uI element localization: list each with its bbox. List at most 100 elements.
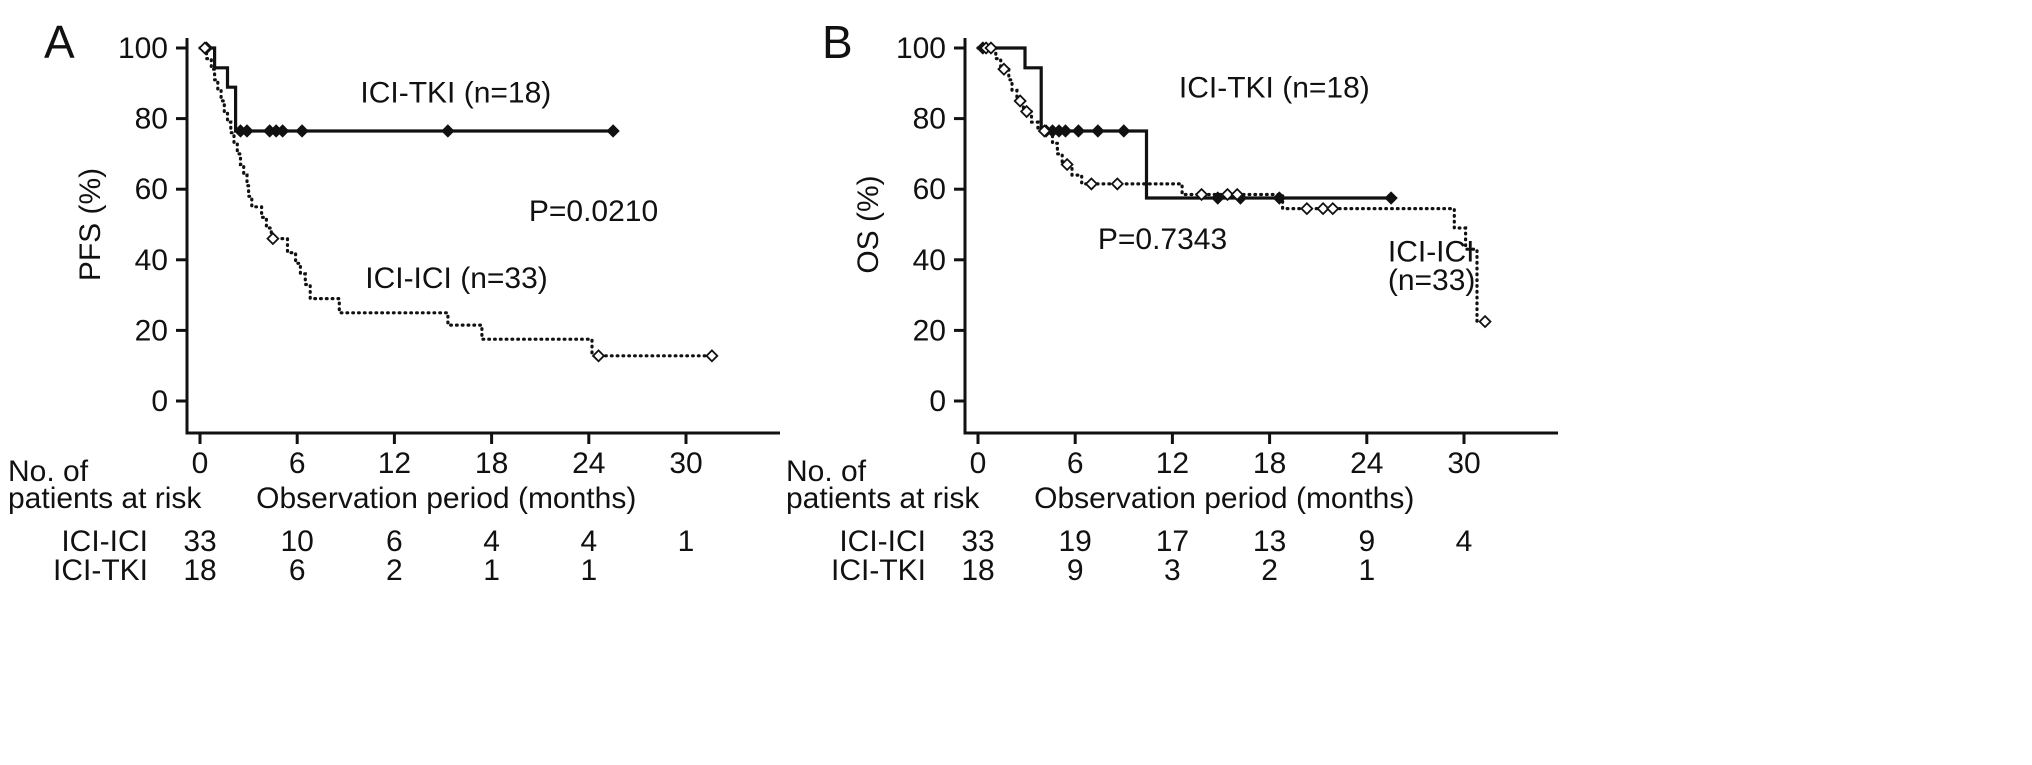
risk-count: 17: [1156, 525, 1189, 558]
censor-mark: [1013, 94, 1027, 108]
series-label-ici-tki: ICI-TKI (n=18): [360, 77, 551, 110]
panel-letter: A: [44, 16, 75, 68]
x-tick-label: 0: [192, 447, 209, 480]
x-tick-label: 6: [1067, 447, 1084, 480]
censor-mark: [1060, 157, 1074, 172]
risk-count: 33: [961, 525, 994, 558]
censor-mark: [295, 124, 309, 138]
panel-letter: B: [822, 16, 853, 68]
censor-mark: [984, 41, 998, 55]
censor-mark: [1220, 187, 1235, 202]
y-tick-label: 40: [913, 244, 946, 277]
risk-count: 1: [1358, 554, 1375, 587]
p-value-label: P=0.0210: [529, 195, 658, 228]
x-axis-title: Observation period (months): [256, 482, 636, 515]
censor-mark: [1478, 314, 1492, 329]
y-tick-label: 100: [896, 32, 946, 65]
y-tick-label: 80: [135, 103, 168, 136]
series-label-ici-tki: ICI-TKI (n=18): [1179, 71, 1370, 104]
censor-mark: [1110, 177, 1124, 191]
censor-mark: [1316, 201, 1330, 216]
x-tick-label: 12: [1156, 447, 1189, 480]
series-label-ici-ici-n: (n=33): [1388, 264, 1476, 297]
series-label-ici-ici: ICI-ICI: [1388, 236, 1475, 269]
censor-mark: [606, 124, 620, 138]
series-label-ici-ici: ICI-ICI (n=33): [365, 262, 548, 295]
risk-count: 2: [1261, 554, 1278, 587]
km-curve-ici-ici: [198, 46, 714, 358]
censor-mark: [1071, 124, 1086, 138]
censor-mark: [266, 231, 280, 246]
censor-mark: [1300, 201, 1314, 216]
risk-count: 1: [483, 554, 500, 587]
censor-mark: [1037, 124, 1052, 138]
risk-count: 3: [1164, 554, 1181, 587]
risk-table-caption: patients at risk: [8, 482, 202, 515]
censor-mark: [240, 124, 254, 138]
y-axis-title: PFS (%): [74, 168, 107, 281]
risk-table-caption: No. of: [8, 455, 89, 488]
censor-mark: [1117, 124, 1131, 138]
risk-count: 18: [183, 554, 216, 587]
risk-count: 1: [678, 525, 695, 558]
censor-mark: [1194, 187, 1209, 202]
risk-count: 4: [1456, 525, 1473, 558]
censor-mark: [591, 349, 606, 363]
km-curve-ici-tki: [200, 46, 614, 133]
x-tick-label: 18: [1253, 447, 1286, 480]
censor-mark: [1084, 177, 1099, 191]
censor-mark: [705, 349, 719, 363]
risk-count: 1: [580, 554, 597, 587]
x-tick-label: 24: [572, 447, 605, 480]
x-tick-label: 30: [669, 447, 702, 480]
censor-mark: [1384, 191, 1398, 205]
risk-count: 10: [281, 525, 314, 558]
x-tick-label: 0: [970, 447, 987, 480]
risk-row-label: ICI-TKI: [53, 554, 148, 587]
y-tick-label: 80: [913, 103, 946, 136]
axes: [963, 38, 1558, 435]
y-tick-label: 0: [929, 385, 946, 418]
y-tick-label: 100: [118, 32, 168, 65]
censor-mark: [1058, 124, 1073, 138]
risk-count: 6: [386, 525, 403, 558]
risk-count: 4: [483, 525, 500, 558]
risk-count: 4: [580, 525, 597, 558]
censor-mark: [1019, 104, 1034, 119]
risk-count: 13: [1253, 525, 1286, 558]
risk-row-label: ICI-ICI: [839, 525, 926, 558]
y-tick-label: 60: [913, 173, 946, 206]
censor-mark: [275, 124, 290, 138]
x-tick-label: 24: [1350, 447, 1383, 480]
y-tick-label: 0: [151, 385, 168, 418]
censor-mark: [997, 62, 1011, 76]
y-tick-label: 20: [913, 314, 946, 347]
censor-mark: [198, 41, 212, 55]
risk-count: 18: [961, 554, 994, 587]
censor-mark: [1091, 124, 1105, 138]
axes: [185, 38, 780, 435]
km-curve-ici-ici: [976, 46, 1487, 324]
x-tick-label: 30: [1447, 447, 1480, 480]
y-axis-title: OS (%): [852, 175, 885, 273]
risk-count: 9: [1358, 525, 1375, 558]
risk-count: 19: [1059, 525, 1092, 558]
x-tick-label: 12: [378, 447, 411, 480]
risk-count: 33: [183, 525, 216, 558]
risk-row-label: ICI-ICI: [61, 525, 148, 558]
risk-row-label: ICI-TKI: [831, 554, 926, 587]
censor-mark: [441, 124, 455, 138]
risk-table-caption: No. of: [786, 455, 867, 488]
y-tick-label: 20: [135, 314, 168, 347]
x-axis-title: Observation period (months): [1034, 482, 1414, 515]
risk-table-caption: patients at risk: [786, 482, 980, 515]
risk-count: 2: [386, 554, 403, 587]
risk-count: 9: [1067, 554, 1084, 587]
y-tick-label: 60: [135, 173, 168, 206]
x-tick-label: 18: [475, 447, 508, 480]
p-value-label: P=0.7343: [1098, 223, 1227, 256]
